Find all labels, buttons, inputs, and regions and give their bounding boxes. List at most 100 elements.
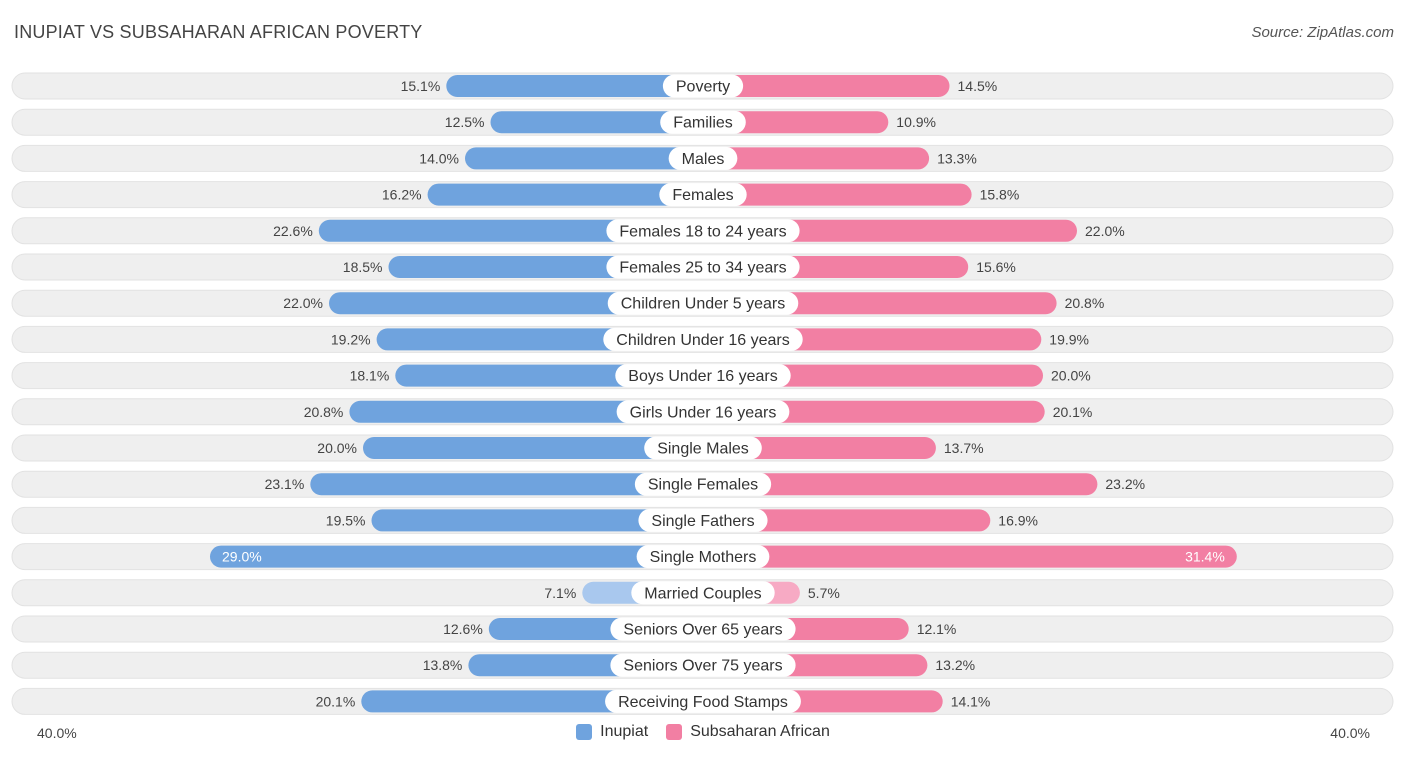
value-label-inupiat-poverty: 15.1% [401,78,441,94]
category-label-females-25-to-34-years: Females 25 to 34 years [619,260,786,277]
category-pill-receiving-food-stamps [605,689,801,713]
bar-subsaharan-african-males [703,147,930,170]
value-label-subsaharan-african-single-males: 13.7% [944,440,984,456]
category-label-seniors-over-75-years: Seniors Over 75 years [623,658,782,675]
category-pill-single-females [634,472,772,496]
category-label-seniors-over-65-years: Seniors Over 65 years [623,622,782,639]
category-label-males: Males [682,151,725,168]
bar-inupiat-girls-under-16-years [349,400,703,423]
value-label-inupiat-seniors-over-65-years: 12.6% [443,621,483,637]
bar-inupiat-poverty [446,75,703,97]
category-label-females: Females [672,187,733,204]
category-pill-single-mothers [636,545,770,569]
category-label-poverty: Poverty [676,79,730,96]
value-label-subsaharan-african-single-mothers: 31.4% [1185,549,1225,565]
value-label-inupiat-children-under-5-years: 22.0% [283,295,323,311]
category-label-single-mothers: Single Mothers [650,549,757,566]
value-label-inupiat-single-females: 23.1% [265,476,305,492]
value-label-subsaharan-african-poverty: 14.5% [958,78,998,94]
category-label-families: Families [673,115,733,132]
legend-label-inupiat: Inupiat [600,723,649,740]
value-label-subsaharan-african-seniors-over-65-years: 12.1% [917,621,957,637]
value-label-subsaharan-african-children-under-5-years: 20.8% [1065,295,1105,311]
bar-subsaharan-african-single-fathers [703,509,991,532]
value-label-inupiat-receiving-food-stamps: 20.1% [316,693,356,709]
category-pill-poverty [662,74,744,98]
value-label-inupiat-children-under-16-years: 19.2% [331,331,371,347]
bar-subsaharan-african-single-females [703,473,1098,496]
legend-label-subsaharan-african: Subsaharan African [690,723,830,740]
category-pill-females-18-to-24-years [606,219,800,243]
bar-inupiat-families [490,111,703,134]
category-pill-children-under-16-years [603,327,803,351]
value-label-subsaharan-african-children-under-16-years: 19.9% [1049,331,1089,347]
value-label-inupiat-boys-under-16-years: 18.1% [350,368,390,384]
value-label-inupiat-girls-under-16-years: 20.8% [304,404,344,420]
bar-inupiat-males [465,147,703,170]
category-pill-married-couples [631,581,775,605]
category-label-married-couples: Married Couples [644,585,761,602]
value-label-subsaharan-african-females-25-to-34-years: 15.6% [976,259,1016,275]
value-label-subsaharan-african-receiving-food-stamps: 14.1% [951,693,991,709]
value-label-inupiat-females: 16.2% [382,187,422,203]
category-pill-children-under-5-years [607,291,799,315]
source-note: Source: ZipAtlas.com [1251,24,1394,41]
axis-right-label: 40.0% [1330,725,1370,741]
value-label-subsaharan-african-single-females: 23.2% [1105,476,1145,492]
legend-swatch-inupiat [576,724,593,740]
bar-subsaharan-african-poverty [703,75,950,97]
bar-subsaharan-african-single-mothers [703,545,1237,568]
value-label-inupiat-single-males: 20.0% [317,440,357,456]
bar-inupiat-single-females [310,473,703,496]
bar-inupiat-single-fathers [371,509,703,532]
category-pill-seniors-over-65-years [610,617,796,641]
chart-title: INUPIAT VS SUBSAHARAN AFRICAN POVERTY [14,22,423,42]
value-label-subsaharan-african-males: 13.3% [937,150,977,166]
bar-inupiat-single-mothers [210,545,703,568]
value-label-inupiat-single-fathers: 19.5% [326,512,366,528]
category-pill-females-25-to-34-years [606,255,800,279]
legend-swatch-subsaharan-african [666,724,683,740]
category-pill-seniors-over-75-years [610,653,796,677]
bar-subsaharan-african-single-males [703,437,936,459]
value-label-subsaharan-african-females: 15.8% [980,187,1020,203]
value-label-inupiat-females-25-to-34-years: 18.5% [343,259,383,275]
value-label-subsaharan-african-seniors-over-75-years: 13.2% [935,657,975,673]
bar-subsaharan-african-females [703,183,972,206]
category-label-single-females: Single Females [648,477,758,494]
value-label-subsaharan-african-single-fathers: 16.9% [998,512,1038,528]
bar-inupiat-females-18-to-24-years [318,219,703,242]
value-label-inupiat-seniors-over-75-years: 13.8% [423,657,463,673]
category-label-females-18-to-24-years: Females 18 to 24 years [619,223,786,240]
value-label-inupiat-females-18-to-24-years: 22.6% [273,223,313,239]
bar-inupiat-single-males [363,437,703,459]
value-label-subsaharan-african-families: 10.9% [896,114,936,130]
bar-subsaharan-african-girls-under-16-years [703,400,1045,423]
legend-item-inupiat[interactable]: Inupiat [576,723,648,741]
category-pill-single-males [644,436,762,460]
category-pill-single-fathers [638,508,768,532]
category-label-boys-under-16-years: Boys Under 16 years [628,368,777,385]
category-label-single-males: Single Males [657,441,749,458]
category-pill-boys-under-16-years [615,364,791,388]
category-label-children-under-5-years: Children Under 5 years [621,296,786,313]
bar-subsaharan-african-families [703,111,889,134]
axis-left-label: 40.0% [37,725,77,741]
category-label-receiving-food-stamps: Receiving Food Stamps [618,694,788,711]
category-label-girls-under-16-years: Girls Under 16 years [630,404,777,421]
value-label-subsaharan-african-females-18-to-24-years: 22.0% [1085,223,1125,239]
category-pill-males [668,146,738,170]
value-label-subsaharan-african-married-couples: 5.7% [808,585,840,601]
bar-inupiat-females [427,183,703,206]
value-label-subsaharan-african-boys-under-16-years: 20.0% [1051,368,1091,384]
legend: Inupiat Subsaharan African [0,723,1406,741]
category-label-single-fathers: Single Fathers [651,513,754,530]
legend-item-subsaharan-african[interactable]: Subsaharan African [666,723,830,741]
value-label-inupiat-families: 12.5% [445,114,485,130]
category-pill-females [659,183,747,207]
value-label-inupiat-married-couples: 7.1% [544,585,576,601]
value-label-inupiat-single-mothers: 29.0% [222,549,262,565]
value-label-inupiat-males: 14.0% [419,150,459,166]
category-pill-families [660,110,746,134]
